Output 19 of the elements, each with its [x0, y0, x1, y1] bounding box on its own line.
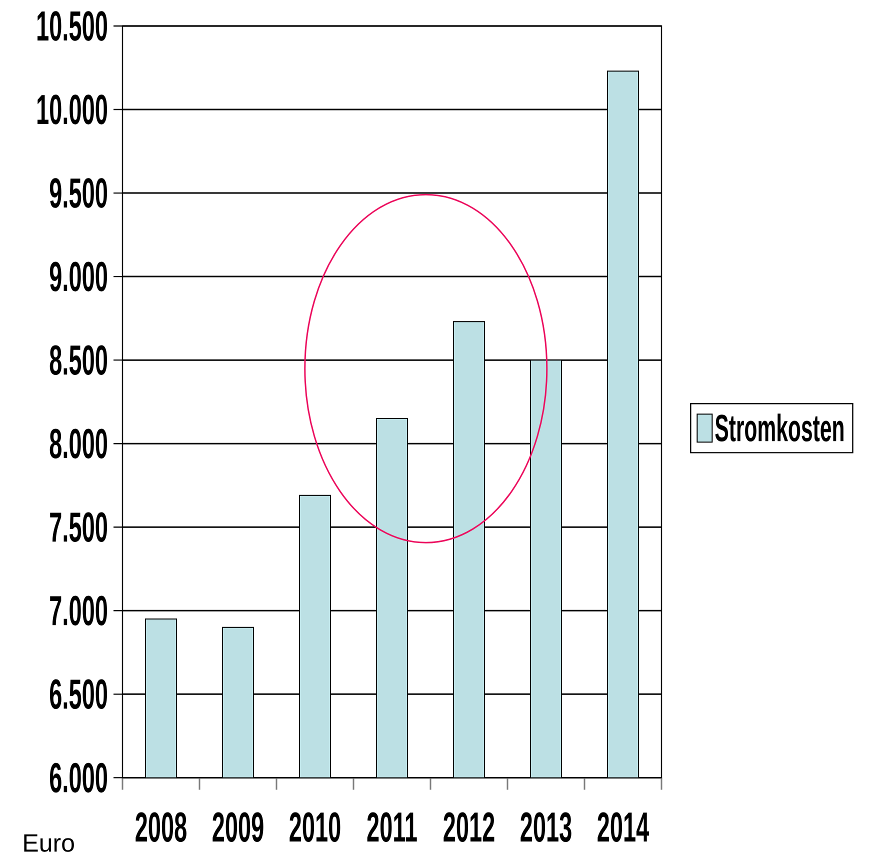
y-tick-label: 7.000: [50, 596, 107, 626]
x-tick-label: 2014: [598, 812, 650, 842]
x-tick-label: 2013: [520, 812, 572, 842]
y-tick-label: 8.000: [50, 428, 107, 458]
y-tick-label: 10.500: [38, 11, 107, 41]
x-tick-label: 2011: [367, 812, 417, 842]
y-tick-label: 7.500: [50, 512, 107, 542]
x-tick-label: 2010: [290, 812, 340, 842]
y-tick-label: 9.000: [50, 262, 107, 292]
y-tick-label: 9.500: [50, 178, 107, 208]
y-tick-label: 6.500: [50, 679, 107, 710]
y-tick-label: 8.500: [50, 345, 107, 375]
y-tick-label: 6.000: [50, 762, 107, 793]
x-tick-label: 2008: [136, 812, 186, 842]
legend-label: Stromkosten: [715, 414, 844, 442]
y-axis-title: Euro: [24, 834, 74, 852]
y-tick-label: 10.000: [38, 94, 107, 124]
x-tick-label: 2009: [212, 812, 264, 842]
x-tick-label: 2012: [444, 812, 494, 842]
